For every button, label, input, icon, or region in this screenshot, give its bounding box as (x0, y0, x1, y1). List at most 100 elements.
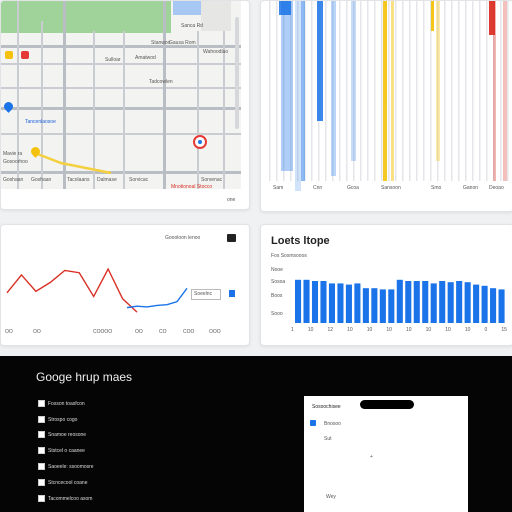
y-axis-label: Nooe (271, 267, 283, 273)
road (93, 31, 95, 189)
pin-label: Mavie ra (3, 151, 23, 157)
street-label: Dalmase (97, 177, 117, 183)
road (123, 31, 125, 189)
map-card[interactable]: Sanca Rd Stanwoo Gausa Rom Amatwod Sullo… (0, 0, 250, 210)
dark-panel-title: Googe hrup maes (36, 370, 133, 384)
bar (405, 281, 412, 323)
x-axis-label: 15 (501, 327, 507, 333)
grid-stripe (423, 1, 425, 181)
yellow-marker-icon[interactable] (5, 51, 13, 59)
search-panel[interactable]: Sosoochisee Bnosoo Sut + Wey (304, 396, 468, 512)
bar (447, 282, 454, 323)
grid-stripe (311, 1, 313, 181)
bar-chart (295, 279, 505, 323)
search-input[interactable] (360, 400, 414, 409)
ranking-bar (431, 1, 434, 31)
bar (490, 288, 497, 323)
grid-stripe (339, 1, 341, 181)
checkbox-icon[interactable] (38, 463, 45, 470)
bar (464, 282, 471, 323)
street-label: Goshaan (3, 177, 24, 183)
checkbox-icon[interactable] (38, 447, 45, 454)
grid-stripe (430, 1, 432, 181)
menu-item[interactable]: Saoeele: ssoomosre (38, 463, 94, 471)
grid-stripe (395, 1, 397, 181)
checkbox-icon[interactable] (38, 400, 45, 407)
street-label: Sanca Rd (181, 23, 203, 29)
menu-item[interactable]: Fosson toasfcon (38, 400, 85, 408)
bar (354, 283, 361, 323)
ranking-chart (269, 1, 509, 191)
legend-badge[interactable]: Soeelnc (191, 289, 221, 300)
water-area (173, 1, 209, 15)
target-marker-icon[interactable] (193, 135, 207, 149)
x-axis-label: OOO (209, 329, 221, 335)
bar (337, 283, 344, 323)
grid-stripe (276, 1, 278, 181)
x-axis-label: 12 (327, 327, 334, 333)
grid-stripe (507, 1, 509, 181)
grid-stripe (332, 1, 334, 181)
option-label: Bnosoo (324, 421, 341, 427)
street-label: Gausa Rom (169, 40, 196, 46)
x-axis-label: 10 (386, 327, 392, 333)
map-canvas[interactable]: Sanca Rd Stanwoo Gausa Rom Amatwod Sullo… (1, 1, 241, 190)
option-checkbox-icon[interactable] (310, 420, 316, 426)
map-scrollbar[interactable] (235, 17, 239, 129)
street-label: Tadcowlen (149, 79, 173, 85)
checkbox-icon[interactable] (38, 495, 45, 502)
x-axis-label: 10 (445, 327, 451, 333)
place-label: Tancenlaosoe (25, 119, 56, 125)
bar (303, 279, 310, 323)
x-axis-label: OO (135, 329, 143, 335)
panel-text: Sut (324, 436, 332, 442)
bar (422, 281, 429, 323)
y-axis-label: Sosoa (271, 279, 286, 285)
menu-item[interactable]: Stcncecool coane (38, 479, 87, 487)
square-icon[interactable] (227, 234, 236, 242)
road (163, 1, 166, 189)
grid-stripe (402, 1, 404, 181)
bar (362, 288, 369, 323)
x-axis-label: Sansoon (381, 185, 401, 191)
ranking-bar (331, 1, 336, 176)
red-marker-icon[interactable] (21, 51, 29, 59)
menu-item[interactable]: Snamoe reosone (38, 431, 86, 439)
menu-item-label: Stcncecool coane (48, 479, 88, 486)
menu-item-label: Strospo cogo (48, 416, 78, 423)
checkbox-icon[interactable] (38, 431, 45, 438)
menu-item[interactable]: Tacommelcoo asom (38, 495, 92, 503)
ranking-bar (391, 1, 394, 181)
ranking-chart-card: Sam Cnn Gcoa Sansoon Smo Ganon Deoao (260, 0, 512, 212)
x-axis-label: Smo (431, 185, 442, 191)
grid-stripe (416, 1, 418, 181)
card-title: Loets ltope (271, 235, 330, 247)
ranking-bar (301, 1, 305, 181)
menu-item[interactable]: Strospo cogo (38, 416, 77, 424)
route-line (34, 151, 112, 175)
menu-item[interactable]: Ststcel o caanee (38, 447, 85, 455)
line-chart (6, 267, 188, 313)
grid-stripe (360, 1, 362, 181)
y-axis-label: Boos (271, 293, 283, 299)
x-axis-label: 10 (464, 327, 471, 333)
grid-stripe (283, 1, 285, 181)
grid-stripe (472, 1, 474, 181)
grid-stripe (500, 1, 502, 181)
ranking-bar (383, 1, 387, 181)
ranking-bar (295, 1, 301, 191)
y-axis-label: Sooo (271, 311, 283, 317)
x-axis-label: CO (159, 329, 167, 335)
street-label: Wahoodlao (203, 49, 229, 55)
grid-stripe (409, 1, 411, 181)
grid-stripe (465, 1, 467, 181)
road (1, 63, 241, 65)
checkbox-icon[interactable] (38, 416, 45, 423)
road (1, 87, 241, 89)
bar (320, 281, 327, 323)
ranking-bar (317, 1, 323, 121)
bar-x-axis: 1 10 12 10 10 10 10 10 10 10 0 15 (291, 327, 507, 335)
checkbox-icon[interactable] (38, 479, 45, 486)
road (17, 1, 19, 189)
grid-stripe (353, 1, 355, 181)
